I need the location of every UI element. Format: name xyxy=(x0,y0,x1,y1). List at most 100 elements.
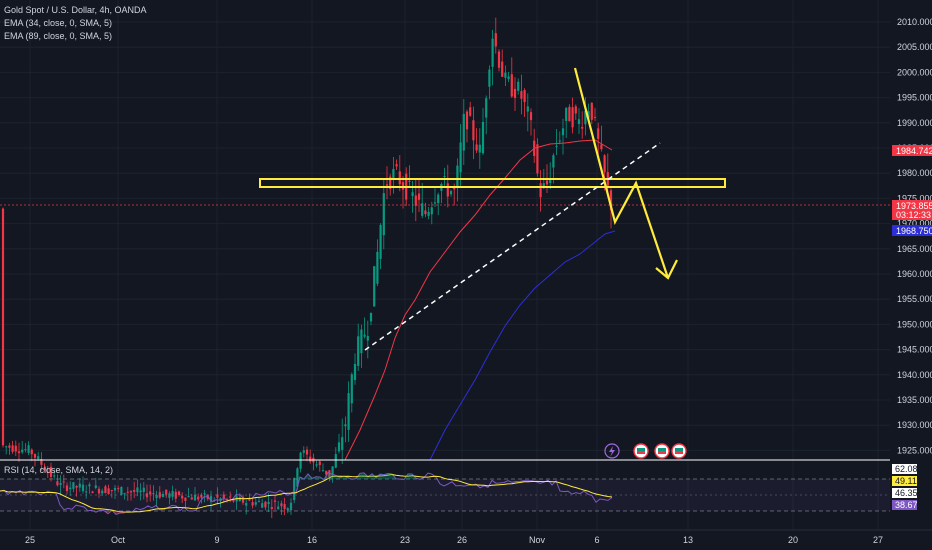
price-axis-label: 1935.000 xyxy=(897,395,932,405)
candle xyxy=(577,119,581,125)
candle xyxy=(209,496,213,502)
candle xyxy=(216,494,219,498)
candle xyxy=(94,485,97,489)
candle xyxy=(357,336,360,366)
candle xyxy=(120,486,123,495)
candle xyxy=(427,211,430,216)
candle xyxy=(273,500,277,502)
candle xyxy=(325,470,328,475)
candle xyxy=(433,202,437,204)
candle xyxy=(53,475,56,477)
candle xyxy=(309,456,312,462)
ema89-price-badge: 1968.750 xyxy=(892,225,932,236)
candle xyxy=(389,176,392,190)
ema89-legend[interactable]: EMA (89, close, 0, SMA, 5) xyxy=(4,31,113,41)
candle xyxy=(97,488,101,494)
candle xyxy=(283,504,286,509)
candle xyxy=(331,466,334,476)
candle xyxy=(277,506,280,510)
candle xyxy=(392,168,395,178)
rsi-value: 46.35 xyxy=(895,488,918,498)
candle xyxy=(1,208,5,446)
earnings-flag-icon[interactable] xyxy=(633,443,649,459)
candle xyxy=(478,144,481,153)
candle xyxy=(158,492,161,498)
rsi-overbought-fill xyxy=(290,472,420,479)
candle xyxy=(75,485,78,488)
rsi-legend[interactable]: RSI (14, close, SMA, 14, 2) xyxy=(4,465,114,475)
candle xyxy=(264,501,267,508)
price-axis-label: 1955.000 xyxy=(897,294,932,304)
candle xyxy=(465,111,469,130)
time-axis-label: 20 xyxy=(788,535,798,545)
candle xyxy=(507,76,510,80)
price-axis[interactable] xyxy=(890,0,932,530)
candle xyxy=(56,481,59,486)
candle xyxy=(334,454,337,468)
candle xyxy=(568,106,571,122)
candle xyxy=(475,144,478,151)
candle xyxy=(248,498,251,501)
candle xyxy=(497,51,501,68)
candle xyxy=(446,183,449,197)
candle xyxy=(110,489,113,491)
candle xyxy=(449,191,453,195)
candle xyxy=(517,81,520,91)
candle xyxy=(494,33,497,47)
candle xyxy=(315,464,318,466)
current-price-value: 1973.855 xyxy=(896,201,932,211)
price-axis-label: 1925.000 xyxy=(897,445,932,455)
projection-arrow-drawing[interactable] xyxy=(573,67,670,279)
lightning-icon[interactable] xyxy=(604,443,620,459)
time-axis-label: 27 xyxy=(873,535,883,545)
candle xyxy=(456,165,459,188)
earnings-flag-icon[interactable] xyxy=(671,443,687,459)
candle xyxy=(587,111,590,118)
candle xyxy=(337,442,341,452)
symbol-title[interactable]: Gold Spot / U.S. Dollar, 4h, OANDA xyxy=(4,5,147,15)
candle xyxy=(369,312,373,322)
candle xyxy=(5,446,8,448)
candle xyxy=(270,507,273,510)
ema34-legend[interactable]: EMA (34, close, 0, SMA, 5) xyxy=(4,18,113,28)
candle xyxy=(168,493,171,498)
candle xyxy=(513,88,517,98)
candle xyxy=(155,495,158,499)
candle xyxy=(488,69,491,87)
candle xyxy=(469,107,472,116)
candle-countdown: 03:12:33 xyxy=(896,210,931,220)
time-axis-label: 25 xyxy=(25,535,35,545)
candle xyxy=(318,461,321,466)
candle xyxy=(360,329,363,354)
ema34-badge-value: 1984.742 xyxy=(896,146,932,156)
rsi-oversold-fill xyxy=(60,511,190,515)
candle xyxy=(251,502,254,506)
rsi-lower-value: 38.67 xyxy=(895,500,918,510)
candle xyxy=(549,179,552,184)
candle xyxy=(379,225,382,259)
candle xyxy=(382,193,385,236)
trendline-drawing[interactable] xyxy=(364,142,661,351)
candle xyxy=(414,195,417,206)
candle xyxy=(165,489,168,495)
candle xyxy=(453,187,456,190)
candle xyxy=(347,393,350,430)
grid-lines xyxy=(0,0,890,530)
candle xyxy=(46,472,49,474)
time-axis-label: 16 xyxy=(307,535,317,545)
candle xyxy=(481,121,485,154)
candle xyxy=(113,487,117,491)
resistance-box-drawing[interactable] xyxy=(259,178,726,188)
candle xyxy=(385,184,389,186)
candle xyxy=(363,334,366,337)
candle xyxy=(584,110,587,125)
candle xyxy=(411,192,414,197)
candle xyxy=(11,445,14,452)
candle xyxy=(43,467,46,471)
time-axis-label: Oct xyxy=(111,535,126,545)
price-axis-label: 1995.000 xyxy=(897,93,932,103)
earnings-flag-icon[interactable] xyxy=(654,443,670,459)
time-axis[interactable]: 25 Oct 9 16 23 26 Nov 6 13 20 27 xyxy=(25,535,883,545)
time-axis-label: 6 xyxy=(594,535,599,545)
